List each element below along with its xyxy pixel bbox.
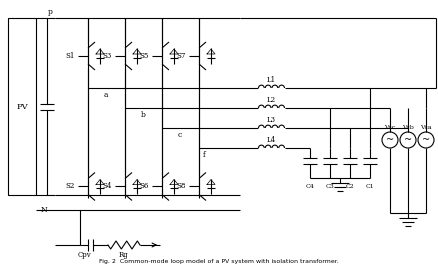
- Text: Cpv: Cpv: [78, 251, 92, 259]
- Text: C1: C1: [365, 184, 374, 189]
- Text: ~: ~: [421, 135, 429, 144]
- Text: S8: S8: [176, 182, 186, 190]
- Text: ~: ~: [403, 135, 411, 144]
- Text: Vsa: Vsa: [419, 124, 431, 130]
- Text: L1: L1: [266, 76, 276, 84]
- Text: Rg: Rg: [119, 251, 129, 259]
- Text: b: b: [140, 111, 145, 119]
- Text: S7: S7: [176, 52, 186, 60]
- Text: f: f: [202, 151, 205, 159]
- Text: p: p: [47, 8, 52, 16]
- Text: S6: S6: [139, 182, 148, 190]
- Text: S5: S5: [139, 52, 148, 60]
- Text: S1: S1: [65, 52, 75, 60]
- Text: Fig. 2  Common-mode loop model of a PV system with isolation transformer.: Fig. 2 Common-mode loop model of a PV sy…: [99, 260, 338, 264]
- Text: N: N: [40, 206, 47, 214]
- Text: C2: C2: [345, 184, 353, 189]
- Text: L4: L4: [266, 136, 276, 144]
- Bar: [8, 18, 36, 195]
- Text: L2: L2: [266, 96, 276, 104]
- Text: PV: PV: [16, 102, 28, 110]
- Text: ~: ~: [385, 135, 393, 144]
- Text: Vsc: Vsc: [384, 124, 395, 130]
- Text: C4: C4: [305, 184, 314, 189]
- Text: Vsb: Vsb: [401, 124, 413, 130]
- Text: L3: L3: [266, 116, 276, 124]
- Text: C3: C3: [325, 184, 334, 189]
- Text: S4: S4: [102, 182, 112, 190]
- Text: S3: S3: [102, 52, 112, 60]
- Text: a: a: [103, 91, 108, 99]
- Text: S2: S2: [65, 182, 75, 190]
- Text: c: c: [177, 131, 182, 139]
